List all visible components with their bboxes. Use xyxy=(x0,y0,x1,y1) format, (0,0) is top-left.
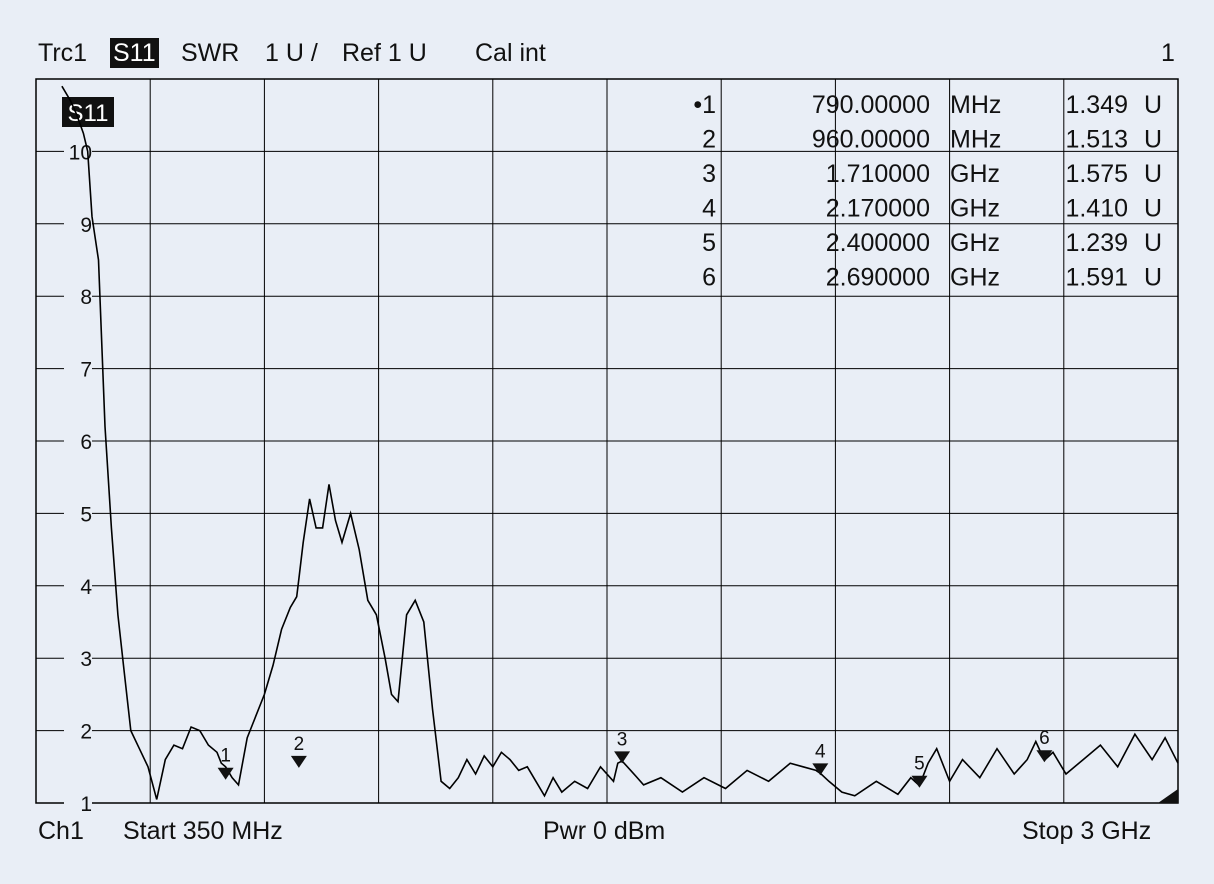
marker-readout-unit: GHz xyxy=(950,229,1000,257)
marker-number: 4 xyxy=(815,741,826,762)
marker-readout-value-unit: U xyxy=(1144,160,1162,188)
marker-readout-id: 6 xyxy=(702,264,716,292)
reference-label[interactable]: Ref 1 U xyxy=(342,39,427,67)
marker-readout-frequency: 2.170000 xyxy=(826,195,930,223)
marker-number: 3 xyxy=(617,729,628,750)
power-level[interactable]: Pwr 0 dBm xyxy=(543,817,666,845)
y-tick-label: 7 xyxy=(80,359,92,382)
trace-tag: S11 xyxy=(68,100,109,127)
y-tick-label: 5 xyxy=(80,503,92,526)
marker-number: 2 xyxy=(294,734,305,755)
marker-triangle xyxy=(812,763,829,776)
trace-name[interactable]: Trc1 xyxy=(38,39,88,67)
y-tick-label: 4 xyxy=(80,576,92,599)
y-tick-label-background xyxy=(64,720,92,741)
scale-label[interactable]: 1 U / xyxy=(265,39,318,67)
y-tick-label: 9 xyxy=(80,214,92,237)
marker-readout-value-unit: U xyxy=(1144,91,1162,119)
format-label[interactable]: SWR xyxy=(181,39,240,67)
marker-triangle xyxy=(217,767,234,780)
marker-readout-unit: MHz xyxy=(950,91,1001,119)
calibration-label: Cal int xyxy=(475,39,546,67)
start-frequency[interactable]: Start 350 MHz xyxy=(123,817,283,845)
marker-number: 1 xyxy=(220,746,231,767)
marker-readout-value: 1.239 xyxy=(1065,229,1128,257)
y-tick-label-background xyxy=(64,213,92,234)
y-tick-label-background xyxy=(64,141,92,162)
reference-arrow-icon xyxy=(1158,789,1178,803)
marker-readout-frequency: 2.690000 xyxy=(826,264,930,292)
marker-number: 5 xyxy=(914,754,925,775)
marker-readout-unit: MHz xyxy=(950,126,1001,154)
marker-triangle xyxy=(614,751,631,764)
marker-number: 6 xyxy=(1039,728,1050,749)
stop-frequency[interactable]: Stop 3 GHz xyxy=(1022,817,1152,845)
y-tick-label: 8 xyxy=(80,286,92,309)
marker-readout-frequency: 960.00000 xyxy=(812,126,930,154)
marker-readout-value: 1.349 xyxy=(1065,91,1128,119)
marker-readout-unit: GHz xyxy=(950,195,1000,223)
y-tick-label-background xyxy=(64,358,92,379)
marker-readout-value-unit: U xyxy=(1144,126,1162,154)
y-tick-label-background xyxy=(64,575,92,596)
channel-label[interactable]: Ch1 xyxy=(38,817,84,845)
y-tick-label-background xyxy=(64,431,92,451)
marker-readout-unit: GHz xyxy=(950,264,1000,292)
marker-readout-frequency: 790.00000 xyxy=(812,91,930,119)
marker-readout-value-unit: U xyxy=(1144,195,1162,223)
marker-readout-id: 4 xyxy=(702,195,716,223)
s-parameter-tag[interactable]: S11 xyxy=(110,38,159,68)
y-tick-label-background xyxy=(64,503,92,524)
marker-readout-value-unit: U xyxy=(1144,229,1162,257)
marker-readout-value: 1.410 xyxy=(1065,195,1128,223)
marker-triangle xyxy=(290,755,307,768)
marker-readout-value: 1.591 xyxy=(1065,264,1128,292)
y-tick-label-background xyxy=(64,793,92,813)
channel-index: 1 xyxy=(1161,39,1175,67)
marker-readout-id: 5 xyxy=(702,229,716,257)
marker-readout-value: 1.513 xyxy=(1065,126,1128,154)
y-tick-label-background xyxy=(64,648,92,669)
marker-readout-frequency: 2.400000 xyxy=(826,229,930,257)
marker-triangle xyxy=(911,775,928,788)
y-tick-label: 6 xyxy=(80,431,92,454)
marker-triangle xyxy=(1036,750,1053,763)
y-tick-label: 1 xyxy=(80,793,92,816)
marker-readout-unit: GHz xyxy=(950,160,1000,188)
trace-line xyxy=(61,85,1179,800)
y-tick-label: 2 xyxy=(80,721,92,744)
marker-readout-value: 1.575 xyxy=(1065,160,1128,188)
y-tick-label-background xyxy=(64,286,92,307)
marker-readout-value-unit: U xyxy=(1144,264,1162,292)
marker-readout-id: •1 xyxy=(693,91,716,119)
y-tick-label: 3 xyxy=(80,648,92,671)
marker-readout-id: 3 xyxy=(702,160,716,188)
marker-readout-frequency: 1.710000 xyxy=(826,160,930,188)
marker-readout-id: 2 xyxy=(702,126,716,154)
